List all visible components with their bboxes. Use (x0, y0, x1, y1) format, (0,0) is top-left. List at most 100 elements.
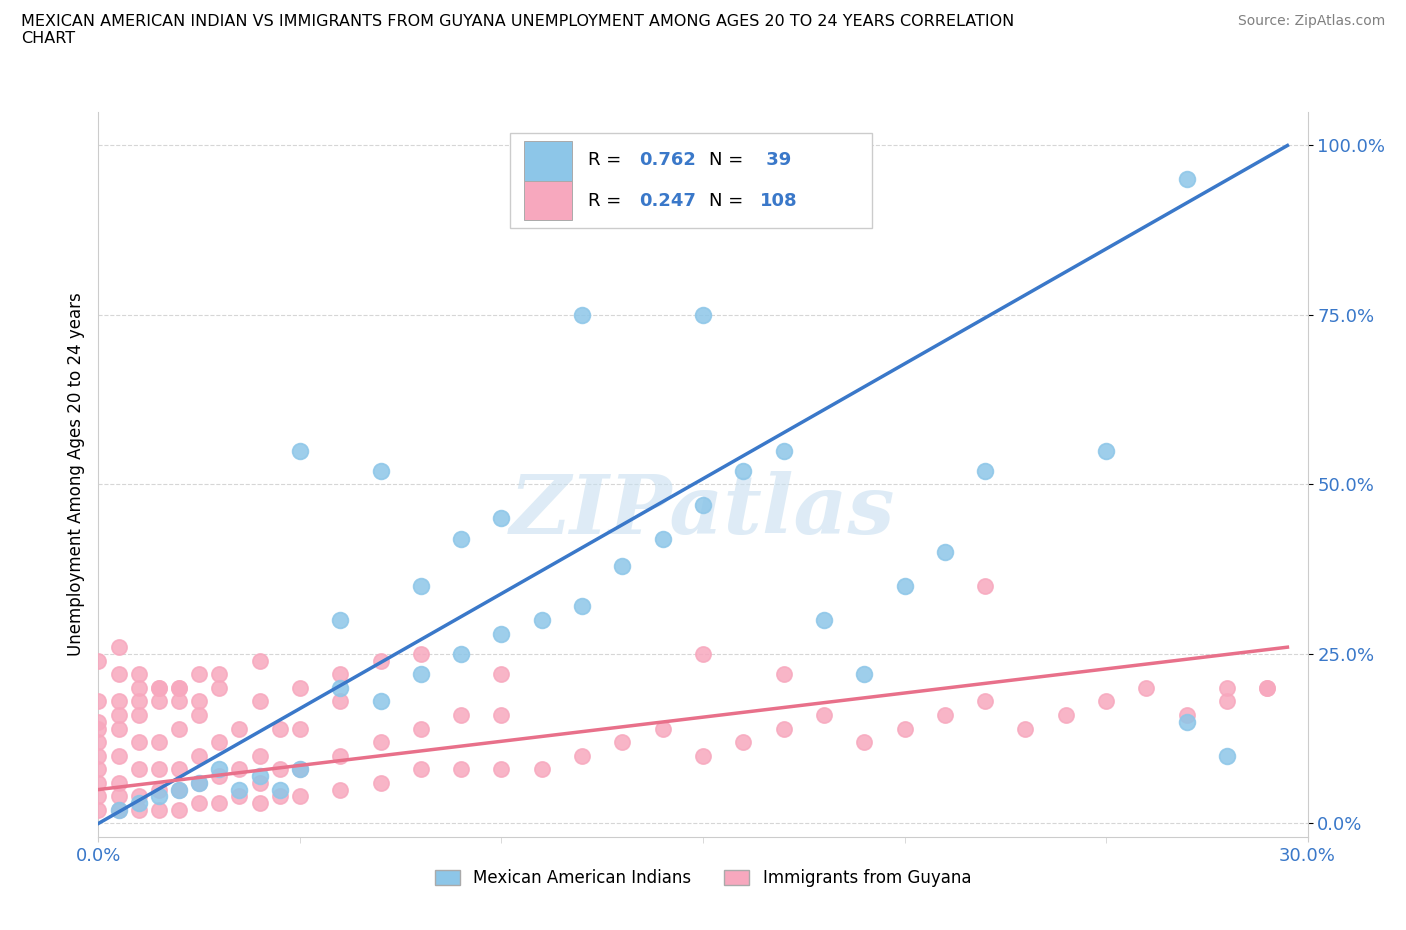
Point (450, 531, 472, 546)
Point (329, 694, 352, 709)
Point (87, 735, 110, 750)
Point (167, 694, 190, 709)
Point (571, 599, 593, 614)
Point (148, 762, 170, 777)
Point (934, 545, 956, 560)
Point (1216, 681, 1239, 696)
Point (148, 789, 170, 804)
Text: 0.247: 0.247 (638, 192, 696, 210)
Point (733, 735, 755, 750)
Point (853, 735, 876, 750)
FancyBboxPatch shape (524, 180, 572, 220)
Point (974, 463, 997, 478)
Point (288, 443, 311, 458)
Point (87, 789, 110, 804)
Point (813, 708, 835, 723)
Legend: Mexican American Indians, Immigrants from Guyana: Mexican American Indians, Immigrants fro… (427, 863, 979, 894)
Point (1256, 681, 1278, 696)
Point (249, 749, 271, 764)
Point (87, 776, 110, 790)
Point (87, 694, 110, 709)
Point (612, 735, 634, 750)
Point (491, 511, 513, 525)
Point (1014, 721, 1036, 736)
Point (329, 613, 352, 628)
Point (128, 762, 150, 777)
Point (491, 626, 513, 641)
Point (692, 498, 714, 512)
Point (409, 578, 432, 593)
Point (772, 721, 794, 736)
Point (148, 782, 170, 797)
Point (128, 694, 150, 709)
Point (107, 789, 129, 804)
Point (228, 721, 250, 736)
Point (167, 782, 190, 797)
Point (450, 708, 472, 723)
Text: N =: N = (709, 152, 749, 169)
Point (370, 653, 392, 668)
Point (1135, 681, 1157, 696)
Point (228, 782, 250, 797)
Point (107, 640, 129, 655)
Point (409, 646, 432, 661)
Point (1054, 708, 1077, 723)
Point (571, 308, 593, 323)
Point (1095, 694, 1118, 709)
Point (450, 762, 472, 777)
Point (128, 789, 150, 804)
Point (208, 762, 231, 777)
Point (208, 681, 231, 696)
Point (1175, 708, 1198, 723)
Point (208, 735, 231, 750)
Point (249, 768, 271, 783)
Point (167, 762, 190, 777)
Point (450, 646, 472, 661)
Point (974, 694, 997, 709)
Point (167, 681, 190, 696)
Point (107, 749, 129, 764)
Point (87, 721, 110, 736)
Point (1216, 749, 1239, 764)
Point (87, 803, 110, 817)
Point (853, 667, 876, 682)
Point (370, 463, 392, 478)
Point (409, 721, 432, 736)
Point (612, 558, 634, 573)
Point (733, 463, 755, 478)
Point (1216, 694, 1239, 709)
Point (288, 762, 311, 777)
Text: ZIPatlas: ZIPatlas (510, 471, 896, 551)
Point (148, 803, 170, 817)
Point (87, 762, 110, 777)
Text: 108: 108 (759, 192, 797, 210)
Point (188, 694, 211, 709)
Point (1256, 681, 1278, 696)
Point (530, 762, 553, 777)
Point (87, 714, 110, 729)
Point (329, 749, 352, 764)
Point (87, 653, 110, 668)
Point (249, 653, 271, 668)
Y-axis label: Unemployment Among Ages 20 to 24 years: Unemployment Among Ages 20 to 24 years (66, 292, 84, 657)
Point (128, 735, 150, 750)
Point (1175, 714, 1198, 729)
Point (772, 443, 794, 458)
Text: R =: R = (588, 192, 627, 210)
Point (491, 667, 513, 682)
Point (1095, 443, 1118, 458)
Point (107, 803, 129, 817)
Point (813, 613, 835, 628)
Point (288, 721, 311, 736)
Point (269, 782, 291, 797)
Point (571, 749, 593, 764)
Point (188, 667, 211, 682)
Point (148, 681, 170, 696)
Point (107, 803, 129, 817)
Point (107, 776, 129, 790)
Point (167, 681, 190, 696)
Point (188, 776, 211, 790)
Point (530, 613, 553, 628)
Text: R =: R = (588, 152, 627, 169)
Point (651, 531, 673, 546)
